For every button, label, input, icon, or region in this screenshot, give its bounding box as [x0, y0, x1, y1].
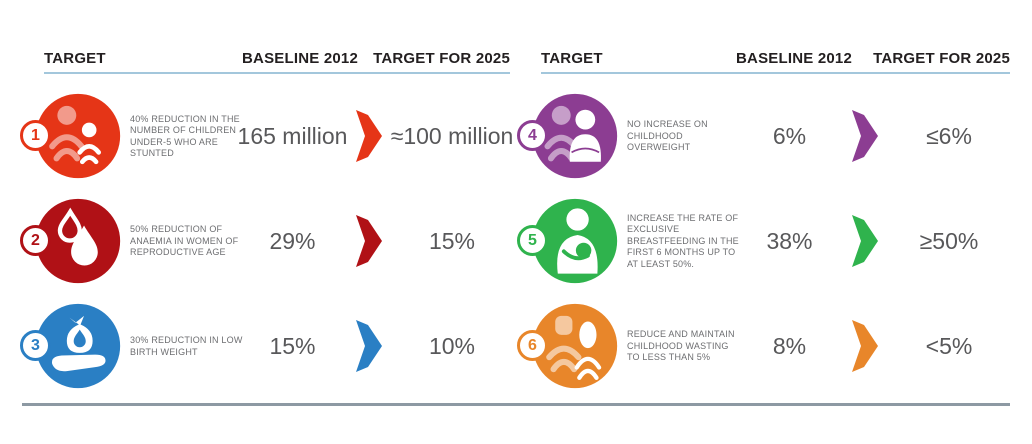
- column-header-target-for-2025: TARGET FOR 2025: [373, 50, 510, 67]
- target-2025-value: 15%: [428, 228, 476, 254]
- target-2025-value: <5%: [925, 333, 973, 359]
- target-row-stunting: 1 40% REDUCTION IN THE NUMBER OF CHILDRE…: [20, 84, 514, 189]
- target-description: REDUCE AND MAINTAIN CHILDHOOD WASTING TO…: [627, 329, 735, 363]
- target-icon-group: 3: [20, 294, 132, 399]
- target-number-badge: 4: [517, 120, 548, 151]
- bottom-divider: [22, 403, 1010, 406]
- target-description: NO INCREASE ON CHILDHOOD OVERWEIGHT: [627, 119, 708, 153]
- baseline-value: 38%: [766, 228, 813, 254]
- target-icon-group: 1: [20, 84, 132, 189]
- target-row-breastfeeding: 5 INCREASE THE RATE OF EXCLUSIVE BREASTF…: [517, 189, 1010, 294]
- stunted-children-icon: [35, 93, 121, 179]
- baseline-value: 165 million: [237, 123, 348, 149]
- breastfeeding-icon: [532, 198, 618, 284]
- target-row-overweight: 4 NO INCREASE ON CHILDHOOD OVERWEIGHT 6%…: [517, 84, 1010, 189]
- column-header-baseline-2012: BASELINE 2012: [736, 50, 852, 67]
- target-number-badge: 1: [20, 120, 51, 151]
- target-description: 40% REDUCTION IN THE NUMBER OF CHILDREN …: [130, 113, 240, 159]
- arrow-chevron-icon: [356, 215, 382, 267]
- target-number-badge: 6: [517, 330, 548, 361]
- arrow-chevron-icon: [852, 215, 878, 267]
- table-header-right: TARGET BASELINE 2012 TARGET FOR 2025: [541, 50, 1010, 74]
- target-number-badge: 2: [20, 225, 51, 256]
- childhood-overweight-icon: [532, 93, 618, 179]
- childhood-wasting-icon: [532, 303, 618, 389]
- target-2025-value: ≥50%: [919, 228, 979, 254]
- table-header-left: TARGET BASELINE 2012 TARGET FOR 2025: [44, 50, 510, 74]
- arrow-chevron-icon: [852, 110, 878, 162]
- target-2025-value: ≤6%: [926, 123, 972, 149]
- targets-table-right: TARGET BASELINE 2012 TARGET FOR 2025 4: [517, 50, 1010, 389]
- target-icon-group: 5: [517, 189, 629, 294]
- target-description: 50% REDUCTION OF ANAEMIA IN WOMEN OF REP…: [130, 224, 239, 258]
- baseline-value: 8%: [772, 333, 807, 359]
- column-header-target-for-2025: TARGET FOR 2025: [873, 50, 1010, 67]
- column-header-target: TARGET: [44, 50, 106, 67]
- baseline-value: 6%: [772, 123, 807, 149]
- column-header-baseline-2012: BASELINE 2012: [242, 50, 358, 67]
- arrow-chevron-icon: [356, 110, 382, 162]
- target-2025-value: ≈100 million: [390, 123, 514, 149]
- target-row-anaemia: 2 50% REDUCTION OF ANAEMIA IN WOMEN OF R…: [20, 189, 510, 294]
- target-row-wasting: 6 REDUCE AND MAINTAIN CHILDHOOD WASTING …: [517, 294, 1010, 399]
- target-row-low-birth-weight: 3 30% REDUCTION IN LOW BIRTH WEIGHT 15% …: [20, 294, 510, 399]
- arrow-chevron-icon: [852, 320, 878, 372]
- target-icon-group: 4: [517, 84, 629, 189]
- target-description: INCREASE THE RATE OF EXCLUSIVE BREASTFEE…: [627, 212, 739, 269]
- low-birth-weight-icon: [35, 303, 121, 389]
- target-number-badge: 3: [20, 330, 51, 361]
- target-icon-group: 2: [20, 189, 132, 294]
- targets-table-left: TARGET BASELINE 2012 TARGET FOR 2025: [20, 50, 513, 389]
- target-2025-value: 10%: [428, 333, 476, 359]
- column-header-target: TARGET: [541, 50, 603, 67]
- baseline-value: 29%: [269, 228, 316, 254]
- anaemia-blood-drops-icon: [35, 198, 121, 284]
- target-icon-group: 6: [517, 294, 629, 399]
- baseline-value: 15%: [269, 333, 316, 359]
- arrow-chevron-icon: [356, 320, 382, 372]
- target-description: 30% REDUCTION IN LOW BIRTH WEIGHT: [130, 335, 243, 357]
- target-number-badge: 5: [517, 225, 548, 256]
